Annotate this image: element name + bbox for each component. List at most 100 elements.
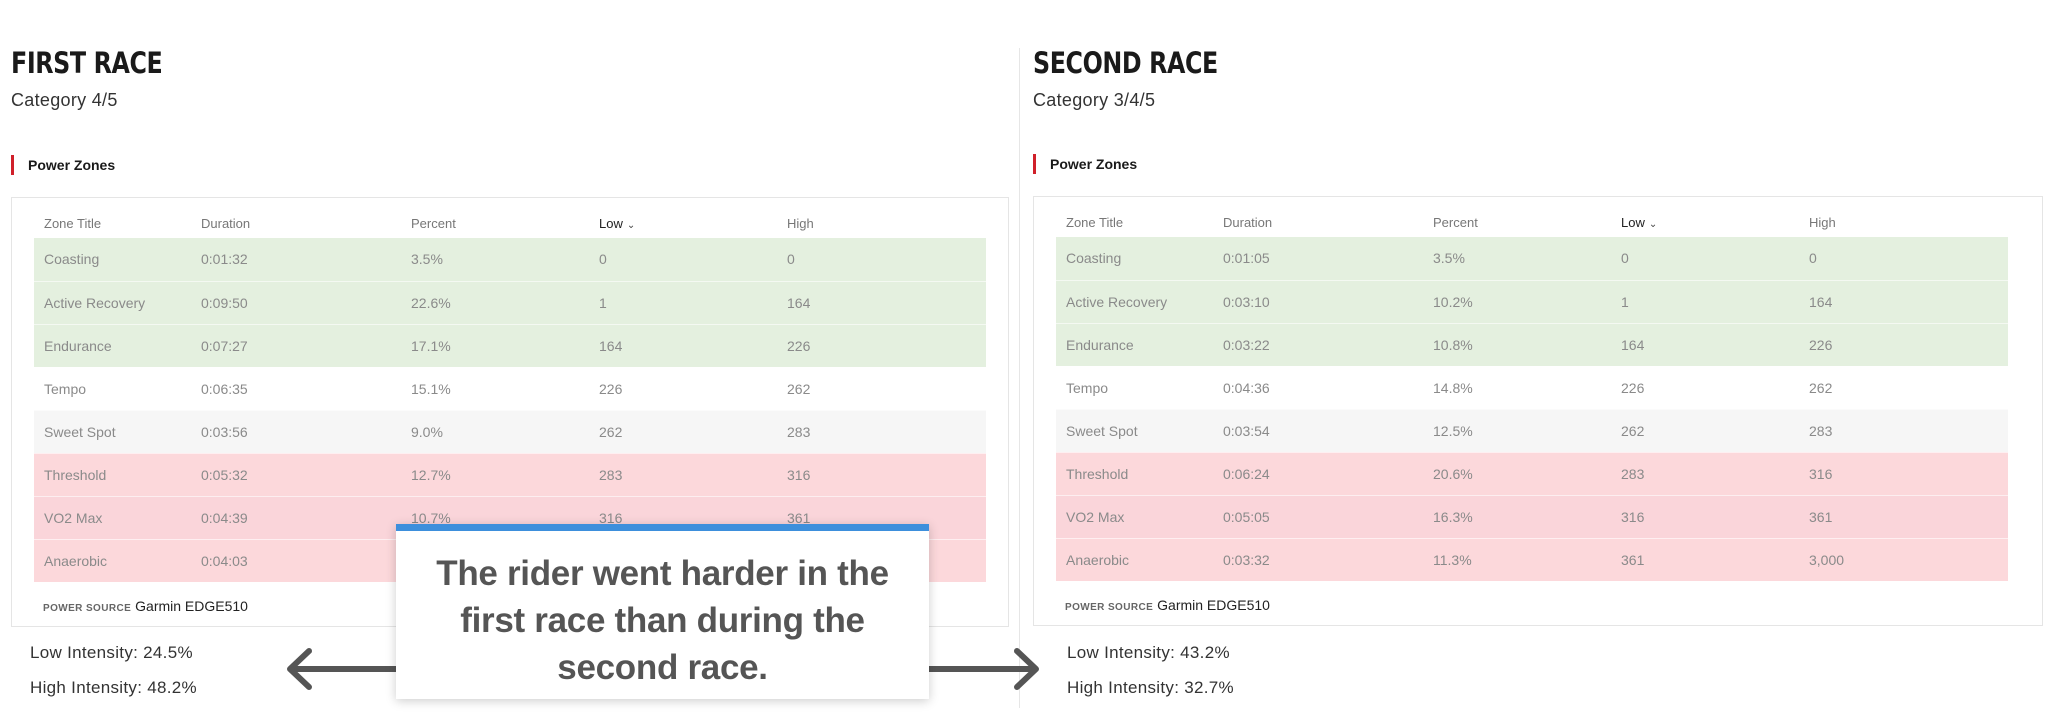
col-duration[interactable]: Duration bbox=[1223, 215, 1273, 230]
low-cell: 164 bbox=[1621, 337, 1645, 353]
low-cell: 361 bbox=[1621, 552, 1645, 568]
zone-title-cell: Active Recovery bbox=[1066, 294, 1168, 310]
duration-cell: 0:05:05 bbox=[1223, 509, 1270, 525]
percent-cell: 15.1% bbox=[411, 381, 451, 397]
percent-cell: 10.7% bbox=[411, 510, 451, 526]
duration-cell: 0:03:54 bbox=[1223, 423, 1270, 439]
percent-cell: 10.2% bbox=[1433, 294, 1473, 310]
zone-title-cell: Threshold bbox=[1066, 466, 1129, 482]
power-zones-table: Zone Title Duration Percent Low ⌄ High Co… bbox=[1033, 196, 2043, 626]
high-cell: 316 bbox=[1809, 466, 1833, 482]
power-source: POWER SOURCE Garmin EDGE510 bbox=[1065, 597, 1270, 613]
power-source-label: POWER SOURCE bbox=[1065, 602, 1154, 613]
power-source-value: Garmin EDGE510 bbox=[135, 598, 248, 614]
power-zones-heading: Power Zones bbox=[11, 155, 115, 175]
table-row[interactable]: Coasting 0:01:32 3.5% 0 0 bbox=[34, 238, 986, 281]
callout-line: second race. bbox=[557, 648, 768, 687]
panel-divider bbox=[1019, 48, 1020, 708]
high-cell: 164 bbox=[1809, 294, 1833, 310]
table-row[interactable]: Endurance 0:07:27 17.1% 164 226 bbox=[34, 324, 986, 367]
duration-cell: 0:05:32 bbox=[201, 467, 248, 483]
low-cell: 0 bbox=[599, 251, 607, 267]
col-low-label: Low bbox=[599, 216, 623, 231]
power-source-value: Garmin EDGE510 bbox=[1157, 597, 1270, 613]
arrow-left-icon bbox=[287, 648, 397, 690]
col-low[interactable]: Low ⌄ bbox=[1621, 215, 1657, 230]
col-high[interactable]: High bbox=[1809, 215, 1836, 230]
low-cell: 262 bbox=[599, 424, 623, 440]
high-cell: 164 bbox=[787, 295, 811, 311]
high-cell: 226 bbox=[1809, 337, 1833, 353]
low-cell: 1 bbox=[599, 295, 607, 311]
duration-cell: 0:09:50 bbox=[201, 295, 248, 311]
table-row[interactable]: Sweet Spot 0:03:56 9.0% 262 283 bbox=[34, 410, 986, 453]
high-cell: 283 bbox=[1809, 423, 1833, 439]
col-zone-title[interactable]: Zone Title bbox=[44, 216, 102, 231]
high-cell: 3,000 bbox=[1809, 552, 1845, 568]
duration-cell: 0:03:56 bbox=[201, 424, 248, 440]
table-row[interactable]: Tempo 0:06:35 15.1% 226 262 bbox=[34, 367, 986, 410]
low-cell: 226 bbox=[599, 381, 623, 397]
race-title: FIRST RACE bbox=[11, 46, 163, 80]
table-row[interactable]: Threshold 0:06:24 20.6% 283 316 bbox=[1056, 452, 2008, 495]
duration-cell: 0:06:35 bbox=[201, 381, 248, 397]
zone-title-cell: Coasting bbox=[44, 251, 100, 267]
high-cell: 226 bbox=[787, 338, 811, 354]
second-race-panel: SECOND RACE Category 3/4/5 Power Zones Z… bbox=[1022, 0, 2043, 726]
percent-cell: 10.8% bbox=[1433, 337, 1473, 353]
col-percent[interactable]: Percent bbox=[1433, 215, 1478, 230]
low-cell: 316 bbox=[1621, 509, 1645, 525]
table-row[interactable]: VO2 Max 0:05:05 16.3% 316 361 bbox=[1056, 495, 2008, 538]
low-cell: 0 bbox=[1621, 250, 1629, 266]
table-header: Zone Title Duration Percent Low ⌄ High bbox=[34, 216, 986, 240]
table-row[interactable]: Active Recovery 0:09:50 22.6% 1 164 bbox=[34, 281, 986, 324]
table-row[interactable]: Endurance 0:03:22 10.8% 164 226 bbox=[1056, 323, 2008, 366]
high-cell: 361 bbox=[1809, 509, 1833, 525]
low-cell: 283 bbox=[1621, 466, 1645, 482]
zone-title-cell: VO2 Max bbox=[44, 510, 103, 526]
zone-title-cell: Anaerobic bbox=[44, 553, 108, 569]
sort-chevron-down-icon: ⌄ bbox=[626, 220, 636, 231]
table-row[interactable]: Threshold 0:05:32 12.7% 283 316 bbox=[34, 453, 986, 496]
power-zones-heading: Power Zones bbox=[1033, 154, 1137, 174]
table-row[interactable]: Tempo 0:04:36 14.8% 226 262 bbox=[1056, 366, 2008, 409]
col-low[interactable]: Low ⌄ bbox=[599, 216, 635, 231]
zone-title-cell: Active Recovery bbox=[44, 295, 146, 311]
percent-cell: 12.7% bbox=[411, 467, 451, 483]
duration-cell: 0:01:32 bbox=[201, 251, 248, 267]
low-cell: 316 bbox=[599, 510, 623, 526]
col-duration[interactable]: Duration bbox=[201, 216, 251, 231]
callout-line: first race than during the bbox=[460, 601, 865, 640]
race-category: Category 3/4/5 bbox=[1033, 90, 1156, 110]
duration-cell: 0:03:10 bbox=[1223, 294, 1270, 310]
zone-title-cell: VO2 Max bbox=[1066, 509, 1125, 525]
low-cell: 164 bbox=[599, 338, 623, 354]
col-percent[interactable]: Percent bbox=[411, 216, 456, 231]
high-intensity: High Intensity: 48.2% bbox=[30, 678, 197, 697]
percent-cell: 11.3% bbox=[1433, 552, 1472, 568]
arrow-right-icon bbox=[929, 648, 1039, 690]
table-row[interactable]: Coasting 0:01:05 3.5% 0 0 bbox=[1056, 237, 2008, 280]
low-cell: 1 bbox=[1621, 294, 1629, 310]
duration-cell: 0:07:27 bbox=[201, 338, 248, 354]
low-intensity: Low Intensity: 43.2% bbox=[1067, 643, 1230, 662]
col-high[interactable]: High bbox=[787, 216, 814, 231]
race-category: Category 4/5 bbox=[11, 90, 118, 110]
duration-cell: 0:06:24 bbox=[1223, 466, 1270, 482]
duration-cell: 0:04:03 bbox=[201, 553, 248, 569]
col-zone-title[interactable]: Zone Title bbox=[1066, 215, 1124, 230]
table-row[interactable]: Active Recovery 0:03:10 10.2% 1 164 bbox=[1056, 280, 2008, 323]
zone-title-cell: Tempo bbox=[44, 381, 87, 397]
table-row[interactable]: Sweet Spot 0:03:54 12.5% 262 283 bbox=[1056, 409, 2008, 452]
table-row[interactable]: Anaerobic 0:03:32 11.3% 361 3,000 bbox=[1056, 538, 2008, 581]
high-intensity: High Intensity: 32.7% bbox=[1067, 678, 1234, 697]
zone-title-cell: Endurance bbox=[44, 338, 112, 354]
table-header: Zone Title Duration Percent Low ⌄ High bbox=[1056, 215, 2008, 239]
percent-cell: 12.5% bbox=[1433, 423, 1473, 439]
zone-title-cell: Anaerobic bbox=[1066, 552, 1130, 568]
percent-cell: 20.6% bbox=[1433, 466, 1473, 482]
low-cell: 226 bbox=[1621, 380, 1645, 396]
zone-title-cell: Sweet Spot bbox=[1066, 423, 1138, 439]
percent-cell: 3.5% bbox=[411, 251, 443, 267]
zone-title-cell: Endurance bbox=[1066, 337, 1134, 353]
